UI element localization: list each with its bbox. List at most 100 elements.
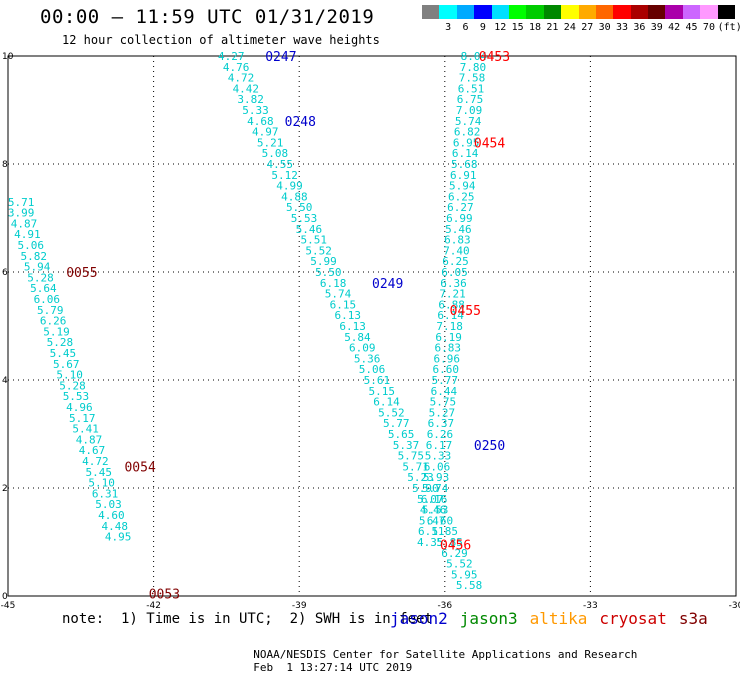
x-tick-label: -42 <box>146 601 161 611</box>
swh-value: 5.64 <box>30 282 57 295</box>
scale-swatch <box>561 5 579 19</box>
swh-value: 6.95 <box>453 136 480 149</box>
legend-item-s3a: s3a <box>678 609 708 628</box>
pass-time-label: 0455 <box>450 304 481 319</box>
x-tick-label: -39 <box>292 601 307 611</box>
swh-value: 5.46 <box>445 223 472 236</box>
swh-value: 5.10 <box>88 477 115 490</box>
swh-value: 5.45 <box>50 347 77 360</box>
scale-swatch <box>630 5 649 19</box>
scale-swatch <box>526 5 544 19</box>
swh-value: 4.95 <box>105 531 132 544</box>
swh-value: 3.82 <box>237 93 264 106</box>
swh-value: 5.61 <box>364 374 391 387</box>
swh-value: 5.19 <box>43 325 70 338</box>
swh-value: 5.03 <box>95 498 122 511</box>
swh-value: 7.18 <box>436 320 463 333</box>
swh-value: 5.27 <box>429 406 456 419</box>
swh-value: 6.75 <box>457 93 484 106</box>
swh-value: 5.68 <box>451 158 478 171</box>
scale-label: 42 <box>668 22 681 33</box>
scale-label: (ft) <box>717 22 740 33</box>
scale-label: 12 <box>494 22 507 33</box>
legend-item-altika: altika <box>529 609 588 628</box>
pass-time-label: 0053 <box>149 587 180 602</box>
y-tick-label: 8 <box>2 160 8 170</box>
swh-value: 5.28 <box>59 379 86 392</box>
swh-value: 4.35 <box>417 536 444 549</box>
swh-value: 6.83 <box>434 342 461 355</box>
swh-value: 5.06 <box>18 239 45 252</box>
scale-label: 39 <box>650 22 663 33</box>
swh-value: 5.93 <box>423 471 450 484</box>
swh-value: 5.84 <box>344 331 371 344</box>
swh-value: 4.76 <box>223 61 250 74</box>
swh-value: 6.60 <box>433 363 460 376</box>
swh-value: 4.42 <box>233 82 260 95</box>
swh-value: 4.91 <box>14 228 41 241</box>
swh-value: 5.85 <box>432 525 459 538</box>
swh-value: 6.06 <box>424 460 451 473</box>
units-note: note: 1) Time is in UTC; 2) SWH is in fe… <box>62 611 433 627</box>
swh-value: 4.46 <box>420 504 447 517</box>
map-subtitle: 12 hour collection of altimeter wave hei… <box>62 33 380 47</box>
scale-swatch <box>665 5 683 19</box>
legend-item-cryosat: cryosat <box>599 609 667 628</box>
swh-value: 5.74 <box>325 288 352 301</box>
scale-swatch <box>578 5 596 19</box>
swh-value: 6.19 <box>435 331 462 344</box>
swh-value: 6.16 <box>421 493 448 506</box>
swh-value: 6.82 <box>454 126 481 139</box>
swh-value: 4.68 <box>247 115 274 128</box>
swh-value: 5.74 <box>455 115 482 128</box>
swh-value: 4.55 <box>267 158 294 171</box>
swh-value: 5.51 <box>301 234 328 247</box>
pass-time-label: 0453 <box>479 50 510 65</box>
scale-label: 36 <box>633 22 646 33</box>
swh-value: 7.40 <box>443 244 470 257</box>
y-tick-label: 2 <box>2 484 8 494</box>
swh-value: 7.80 <box>460 61 487 74</box>
swh-value: 5.58 <box>456 579 483 592</box>
swh-value: 6.60 <box>427 514 454 527</box>
swh-value: 6.06 <box>34 293 61 306</box>
x-tick-label: -36 <box>437 601 452 611</box>
swh-value: 5.50 <box>286 201 313 214</box>
swh-value: 5.94 <box>449 180 476 193</box>
swh-value: 6.37 <box>428 417 455 430</box>
swh-value: 4.97 <box>252 126 279 139</box>
swh-value: 4.72 <box>82 455 109 468</box>
pass-time-label: 0248 <box>285 115 316 130</box>
y-tick-label: 6 <box>2 268 8 278</box>
swh-value: 6.14 <box>452 147 479 160</box>
swh-value: 4.27 <box>218 50 245 63</box>
map-title: 00:00 — 11:59 UTC 01/31/2019 <box>40 6 375 28</box>
swh-value: 5.12 <box>271 169 298 182</box>
swh-value: 5.52 <box>446 558 473 571</box>
swh-value: 6.18 <box>320 277 347 290</box>
swh-value: 7.21 <box>439 288 466 301</box>
scale-swatch <box>456 5 475 19</box>
swh-value: 5.90 <box>412 482 439 495</box>
swh-value: 5.06 <box>359 363 386 376</box>
swh-value: 3.99 <box>8 207 35 220</box>
pass-time-label: 0054 <box>124 460 155 475</box>
swh-value: 6.96 <box>433 352 460 365</box>
swh-value: 4.72 <box>228 72 255 85</box>
swh-value: 6.88 <box>438 298 465 311</box>
scale-label: 9 <box>479 22 486 33</box>
swh-value: 5.85 <box>436 536 463 549</box>
pass-time-label: 0247 <box>265 50 296 65</box>
swh-scale-labels: 3 6 9 12 15 18 21 24 27 30 33 36 39 42 45 70 (ft) <box>422 22 740 33</box>
pass-time-label: 0454 <box>474 136 505 151</box>
swh-value: 6.15 <box>330 298 357 311</box>
scale-label: 70 <box>702 22 715 33</box>
scale-swatch <box>474 5 492 19</box>
swh-value: 5.53 <box>291 212 318 225</box>
swh-value: 5.71 <box>8 196 35 209</box>
scale-label: 3 <box>445 22 452 33</box>
swh-value: 5.67 <box>53 358 80 371</box>
swh-value: 5.45 <box>86 466 113 479</box>
swh-value: 5.37 <box>393 439 420 452</box>
swh-value: 6.26 <box>40 315 67 328</box>
